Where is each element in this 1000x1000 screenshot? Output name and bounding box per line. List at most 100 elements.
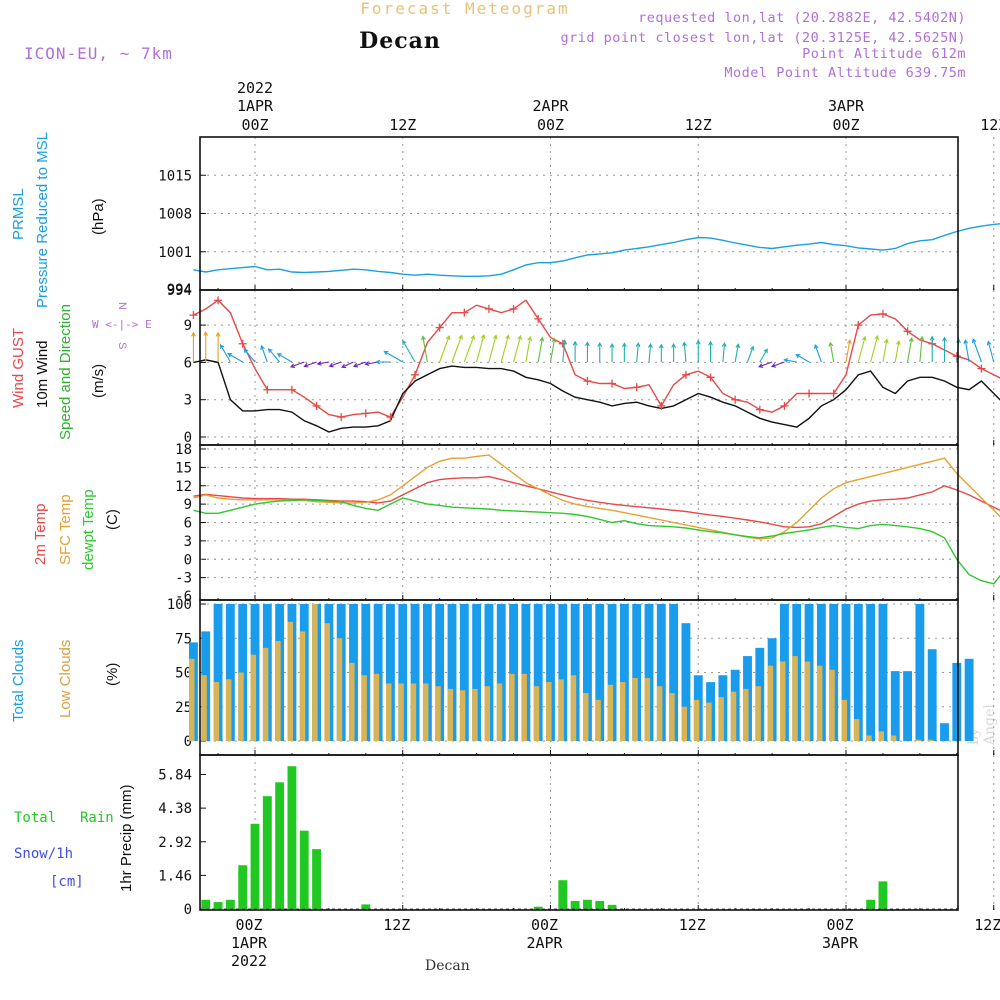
gust-marker — [386, 413, 395, 422]
bar-low-clouds — [841, 699, 848, 741]
bar-low-clouds — [262, 647, 269, 741]
gust-marker — [337, 413, 346, 422]
model-altitude: Model Point Altitude 639.75m — [724, 65, 966, 81]
wind-arrow — [721, 341, 727, 363]
gust-marker — [509, 304, 518, 313]
bar-total-rain — [287, 766, 297, 909]
bar-low-clouds — [767, 665, 774, 741]
wind-arrow — [828, 341, 835, 363]
y-tick-label: 2.92 — [158, 835, 192, 851]
bar-low-clouds — [558, 679, 564, 741]
bar-total-clouds — [890, 671, 900, 741]
wind-arrow — [562, 339, 567, 363]
bar-total-clouds — [361, 604, 371, 741]
series-wind-gust — [193, 299, 1000, 418]
bar-low-clouds — [681, 706, 688, 741]
bottom-hour-label: 00Z — [826, 916, 853, 934]
gust-marker — [731, 395, 740, 404]
bar-total-clouds — [509, 604, 518, 741]
bar-low-clouds — [472, 688, 478, 741]
bar-low-clouds — [607, 684, 614, 741]
y-tick-label: 994 — [167, 283, 192, 299]
bar-total-clouds — [213, 604, 223, 741]
wind-arrow — [476, 333, 486, 363]
gust-marker — [755, 405, 764, 414]
gust-marker — [214, 296, 223, 305]
bar-low-clouds — [755, 686, 761, 741]
bar-low-clouds — [324, 623, 330, 741]
wind-arrow — [267, 348, 281, 363]
bar-low-clouds — [583, 693, 589, 741]
wind-arrow — [421, 335, 428, 363]
bar-low-clouds — [669, 693, 675, 741]
bar-total-rain — [275, 782, 285, 909]
compass-we: W <-|-> E — [92, 318, 152, 331]
bar-total-clouds — [447, 604, 457, 741]
bar-low-clouds — [706, 702, 712, 741]
wind-arrow — [671, 342, 677, 362]
gust-marker — [312, 401, 321, 410]
wind-arrow — [537, 336, 545, 363]
bar-low-clouds — [373, 673, 380, 741]
bar-low-clouds — [275, 640, 281, 741]
gust-marker — [583, 377, 592, 386]
wind-arrow — [870, 334, 880, 363]
y-tick-label: 5.84 — [158, 768, 192, 784]
y-tick-label: 18 — [175, 442, 192, 458]
bar-low-clouds — [792, 656, 798, 741]
y-tick-label: 6 — [184, 516, 192, 532]
bar-low-clouds — [595, 699, 601, 741]
bar-total-rain — [607, 904, 617, 909]
wind-arrow — [341, 361, 354, 369]
bar-low-clouds — [410, 683, 417, 741]
y-tick-label: 1001 — [158, 245, 192, 261]
bar-low-clouds — [250, 654, 257, 741]
top-hour-label: 12Z — [685, 116, 712, 134]
panel-frame — [199, 754, 959, 911]
top-hour-label: 12Z — [980, 116, 1000, 134]
wind-arrow — [658, 343, 664, 362]
bar-total-rain — [583, 899, 592, 909]
bar-low-clouds — [484, 686, 491, 741]
bottom-date-label: 1APR — [231, 934, 268, 952]
bar-total-clouds — [533, 604, 543, 741]
top-hour-label: 00Z — [832, 116, 859, 134]
bar-total-clouds — [632, 604, 642, 741]
gust-marker — [361, 409, 370, 418]
bar-total-rain — [262, 796, 272, 909]
bar-total-rain — [361, 904, 371, 909]
bar-total-clouds — [915, 604, 925, 741]
wind-arrow — [572, 340, 578, 362]
y-tick-label: 12 — [175, 479, 192, 495]
bar-total-clouds — [386, 604, 395, 741]
bar-total-clouds — [853, 604, 863, 741]
wind-arrow — [227, 353, 243, 363]
wind-arrow — [585, 341, 590, 362]
bar-total-clouds — [927, 649, 937, 741]
gust-marker — [632, 383, 641, 392]
top-hour-label: 00Z — [537, 116, 564, 134]
wind-arrow — [328, 361, 342, 368]
bar-low-clouds — [915, 739, 921, 741]
y-tick-label: 15 — [175, 460, 192, 476]
gust-marker — [238, 339, 247, 348]
bottom-year-label: 2022 — [231, 952, 267, 970]
wind-arrow — [203, 331, 209, 362]
y-tick-label: 9 — [184, 318, 192, 334]
y-tick-label: 75 — [175, 631, 192, 647]
bottom-date-label: 2APR — [526, 934, 563, 952]
bar-total-clouds — [459, 604, 469, 741]
bar-total-clouds — [681, 623, 691, 741]
bar-total-clouds — [558, 604, 568, 741]
bar-low-clouds — [829, 669, 835, 741]
gust-marker — [263, 385, 272, 394]
bar-total-clouds — [964, 658, 974, 741]
bar-total-clouds — [903, 671, 912, 741]
gust-marker — [287, 385, 296, 394]
bar-low-clouds — [693, 699, 700, 741]
series-10m-wind — [193, 359, 1000, 433]
bar-total-clouds — [484, 604, 494, 741]
bar-low-clouds — [816, 665, 823, 741]
bottom-hour-label: 12Z — [974, 916, 1000, 934]
